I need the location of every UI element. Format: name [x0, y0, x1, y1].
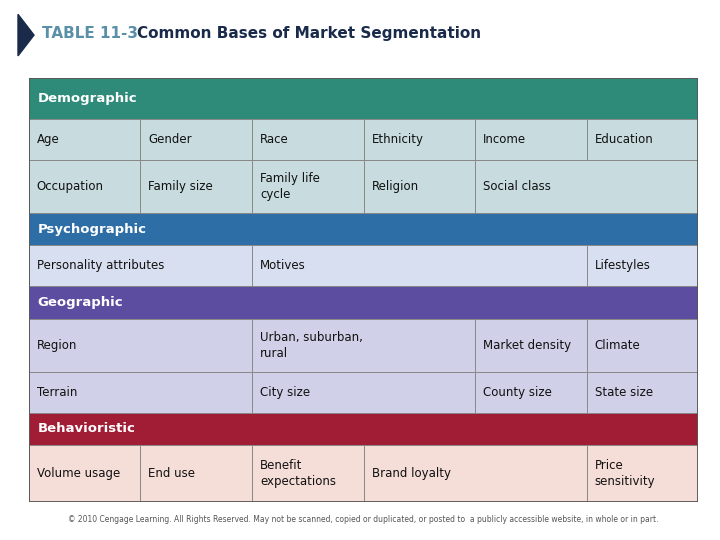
Bar	[252, 119, 364, 160]
Text: Common Bases of Market Segmentation: Common Bases of Market Segmentation	[137, 26, 481, 42]
Text: Ethnicity: Ethnicity	[372, 133, 423, 146]
Bar	[252, 160, 364, 213]
Text: Brand loyalty: Brand loyalty	[372, 467, 451, 480]
Text: Family size: Family size	[148, 180, 213, 193]
Bar	[29, 286, 698, 319]
Bar	[364, 160, 475, 213]
Text: Personality attributes: Personality attributes	[37, 259, 164, 272]
Bar	[29, 413, 698, 445]
Bar	[475, 160, 698, 213]
Bar	[475, 119, 587, 160]
Text: TABLE 11-3: TABLE 11-3	[42, 26, 138, 42]
Text: City size: City size	[260, 386, 310, 399]
Bar	[252, 319, 475, 372]
Bar	[587, 245, 698, 286]
Bar	[140, 119, 252, 160]
Bar	[587, 445, 698, 502]
Bar	[587, 372, 698, 413]
Text: Social class: Social class	[483, 180, 551, 193]
Bar	[29, 160, 140, 213]
Text: Region: Region	[37, 339, 77, 352]
Text: Volume usage: Volume usage	[37, 467, 120, 480]
Text: Income: Income	[483, 133, 526, 146]
Bar	[29, 319, 252, 372]
Text: Urban, suburban,
rural: Urban, suburban, rural	[260, 331, 363, 360]
Bar	[140, 445, 252, 502]
Text: Geographic: Geographic	[37, 296, 123, 309]
Text: Behavioristic: Behavioristic	[37, 422, 135, 435]
Bar	[29, 372, 252, 413]
Text: Demographic: Demographic	[37, 92, 137, 105]
Text: Religion: Religion	[372, 180, 419, 193]
Polygon shape	[18, 14, 34, 56]
Text: © 2010 Cengage Learning. All Rights Reserved. May not be scanned, copied or dupl: © 2010 Cengage Learning. All Rights Rese…	[68, 515, 659, 524]
Bar	[364, 119, 475, 160]
Text: Climate: Climate	[595, 339, 641, 352]
Bar	[364, 445, 587, 502]
Text: State size: State size	[595, 386, 653, 399]
Text: Family life
cycle: Family life cycle	[260, 172, 320, 201]
Bar	[587, 319, 698, 372]
Bar	[252, 372, 475, 413]
Text: Age: Age	[37, 133, 60, 146]
Text: Race: Race	[260, 133, 289, 146]
Text: Gender: Gender	[148, 133, 192, 146]
Text: Price
sensitivity: Price sensitivity	[595, 459, 655, 488]
Bar	[252, 445, 364, 502]
Text: Market density: Market density	[483, 339, 572, 352]
Bar	[29, 245, 252, 286]
Bar	[29, 445, 140, 502]
Text: Benefit
expectations: Benefit expectations	[260, 459, 336, 488]
Bar	[29, 119, 140, 160]
Text: Lifestyles: Lifestyles	[595, 259, 651, 272]
Bar	[475, 372, 587, 413]
Bar	[252, 245, 587, 286]
Bar	[140, 160, 252, 213]
Text: County size: County size	[483, 386, 552, 399]
Bar	[475, 319, 587, 372]
Text: Education: Education	[595, 133, 654, 146]
Text: End use: End use	[148, 467, 195, 480]
Text: Psychographic: Psychographic	[37, 222, 146, 235]
Bar	[29, 78, 698, 119]
Text: Occupation: Occupation	[37, 180, 104, 193]
Text: Motives: Motives	[260, 259, 306, 272]
Text: Terrain: Terrain	[37, 386, 77, 399]
Bar	[587, 119, 698, 160]
Bar	[29, 213, 698, 245]
